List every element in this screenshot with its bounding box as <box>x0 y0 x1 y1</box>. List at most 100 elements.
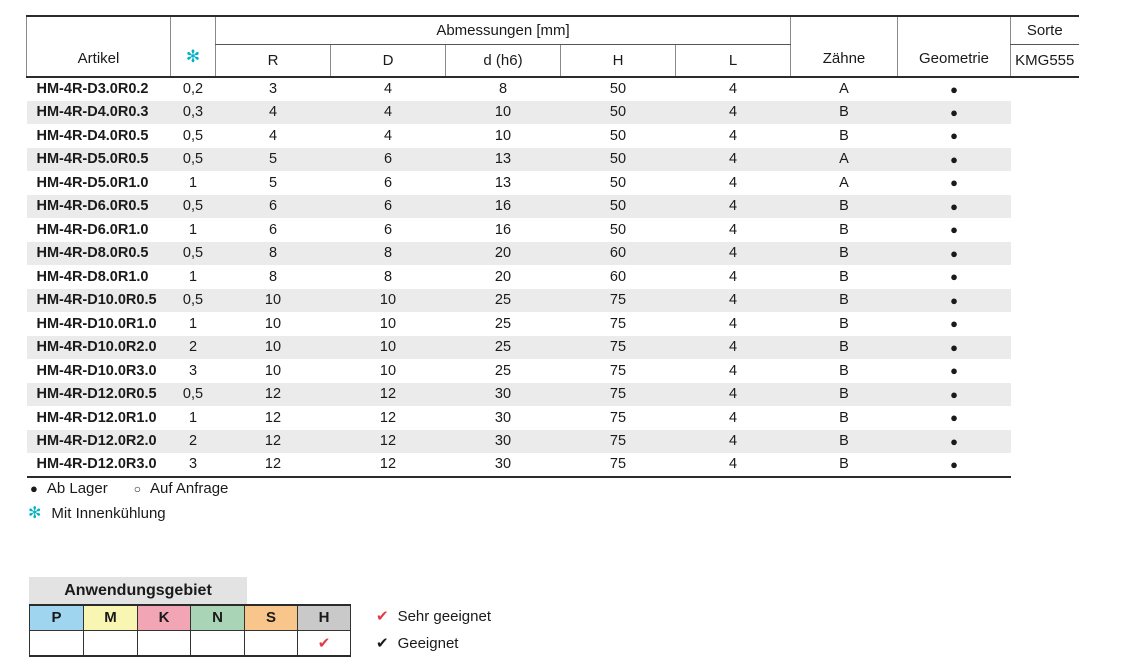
column-header-sorte: Sorte <box>1010 15 1079 45</box>
d-cell: 10 <box>264 362 282 379</box>
table-row: HM-4R-D4.0R0.5 0,5 4 4 10 50 4 B ● <box>27 124 1079 148</box>
dh6-cell: 12 <box>330 453 446 478</box>
l-cell: 75 <box>609 315 627 332</box>
application-col-s: S <box>244 604 298 631</box>
geometrie-cell: B <box>839 315 849 332</box>
application-check-cell-n <box>190 629 245 657</box>
l-cell: 75 <box>609 339 627 356</box>
h-cell: 10 <box>494 104 512 121</box>
r-cell: 1 <box>188 409 198 426</box>
r-cell: 1 <box>188 221 198 238</box>
artikel-cell: HM-4R-D12.0R1.0 <box>36 409 157 426</box>
d-cell: 5 <box>268 151 278 168</box>
sorte-dot-cell: ● <box>950 433 958 449</box>
sorte-dot-cell: ● <box>950 198 958 214</box>
zaehne-cell: 4 <box>728 268 738 285</box>
column-group-abmessungen: Abmessungen [mm] <box>214 15 791 45</box>
d-cell: 10 <box>264 339 282 356</box>
r-cell: 0,5 <box>182 151 204 168</box>
zaehne-cell: 4 <box>728 81 738 98</box>
sorte-dot-cell: ● <box>950 81 958 97</box>
table-row: HM-4R-D4.0R0.3 0,3 4 4 10 50 4 B ● <box>26 100 1079 124</box>
d-cell: 5 <box>268 174 278 191</box>
r-cell: 0,5 <box>182 127 204 144</box>
geometrie-cell: B <box>839 362 849 379</box>
sorte-dot-cell: ● <box>897 453 1011 478</box>
product-table-header: Artikel ✻ Abmessungen [mm] Zähne Geometr… <box>26 15 1079 78</box>
d-cell: 3 <box>268 81 278 98</box>
h-cell: 16 <box>494 198 512 215</box>
filled-dot-icon: ● <box>30 481 38 496</box>
dh6-cell: 12 <box>379 433 397 450</box>
artikel-cell: HM-4R-D6.0R1.0 <box>36 221 149 238</box>
application-check-cell-k <box>137 629 191 657</box>
d-cell: 12 <box>264 433 282 450</box>
r-cell: 1 <box>188 174 198 191</box>
geometrie-cell: A <box>839 81 849 98</box>
sorte-dot-cell: ● <box>950 339 958 355</box>
column-header-geometrie: Geometrie <box>897 15 1011 78</box>
r-cell: 0,5 <box>182 245 204 262</box>
d-cell: 4 <box>268 127 278 144</box>
coolant-asterisk-icon: ✻ <box>170 15 216 78</box>
geometrie-cell: B <box>839 245 849 262</box>
stock-legend-ab-lager-label: Ab Lager <box>46 480 108 497</box>
d-cell: 8 <box>268 245 278 262</box>
h-cell: 25 <box>494 339 512 356</box>
h-cell: 8 <box>498 81 508 98</box>
coolant-legend: ✻ Mit Innenkühlung <box>28 505 166 522</box>
dh6-cell: 6 <box>383 174 393 191</box>
zaehne-cell: 4 <box>728 409 738 426</box>
table-row: HM-4R-D10.0R0.5 0,5 10 10 25 75 4 B ● <box>26 288 1079 312</box>
sorte-dot-cell: ● <box>950 316 958 332</box>
h-cell: 25 <box>494 315 512 332</box>
dh6-cell: 10 <box>379 292 397 309</box>
artikel-cell: HM-4R-D12.0R2.0 <box>36 433 157 450</box>
artikel-cell: HM-4R-D6.0R0.5 <box>36 198 149 215</box>
column-header-l: L <box>674 44 791 78</box>
l-cell: 60 <box>609 268 627 285</box>
r-cell: 3 <box>188 362 198 379</box>
l-cell: 75 <box>609 362 627 379</box>
table-row: HM-4R-D10.0R2.0 2 10 10 25 75 4 B ● <box>26 335 1079 359</box>
zaehne-cell: 4 <box>728 174 738 191</box>
dh6-cell: 8 <box>383 245 393 262</box>
artikel-cell: HM-4R-D10.0R0.5 <box>36 292 157 309</box>
application-check-row: ✔ <box>29 629 351 657</box>
dh6-cell: 4 <box>383 81 393 98</box>
geometrie-cell: B <box>790 453 898 478</box>
table-row: HM-4R-D10.0R1.0 1 10 10 25 75 4 B ● <box>27 312 1079 336</box>
l-cell: 75 <box>609 386 627 403</box>
dh6-cell: 12 <box>379 409 397 426</box>
coolant-legend-label: Mit Innenkühlung <box>51 505 166 522</box>
sorte-dot-cell: ● <box>950 410 958 426</box>
stock-legend-ab-lager: ● Ab Lager <box>30 480 108 497</box>
dh6-cell: 8 <box>383 268 393 285</box>
h-cell: 13 <box>494 174 512 191</box>
zaehne-cell: 4 <box>728 315 738 332</box>
application-title: Anwendungsgebiet <box>29 577 247 604</box>
zaehne-cell: 4 <box>675 453 791 478</box>
open-dot-icon: ○ <box>133 481 141 496</box>
sorte-dot-cell: ● <box>950 386 958 402</box>
r-cell: 0,2 <box>182 81 204 98</box>
zaehne-cell: 4 <box>728 245 738 262</box>
column-header-dh6: d (h6) <box>445 44 561 78</box>
geometrie-cell: B <box>839 127 849 144</box>
r-cell: 1 <box>188 268 198 285</box>
geometrie-cell: B <box>839 268 849 285</box>
l-cell: 50 <box>609 81 627 98</box>
sorte-dot-cell: ● <box>950 222 958 238</box>
geometrie-cell: B <box>839 409 849 426</box>
column-header-zaehne: Zähne <box>790 15 898 78</box>
dh6-cell: 10 <box>379 362 397 379</box>
artikel-cell: HM-4R-D10.0R3.0 <box>36 362 157 379</box>
r-cell: 2 <box>188 433 198 450</box>
sorte-dot-cell: ● <box>950 245 958 261</box>
table-row: HM-4R-D12.0R3.0 3 12 12 30 75 4 B ● <box>26 453 1079 478</box>
l-cell: 50 <box>609 151 627 168</box>
table-row: HM-4R-D5.0R0.5 0,5 5 6 13 50 4 A ● <box>26 147 1079 171</box>
product-table: Artikel ✻ Abmessungen [mm] Zähne Geometr… <box>26 15 1079 478</box>
artikel-cell: HM-4R-D5.0R0.5 <box>36 151 149 168</box>
